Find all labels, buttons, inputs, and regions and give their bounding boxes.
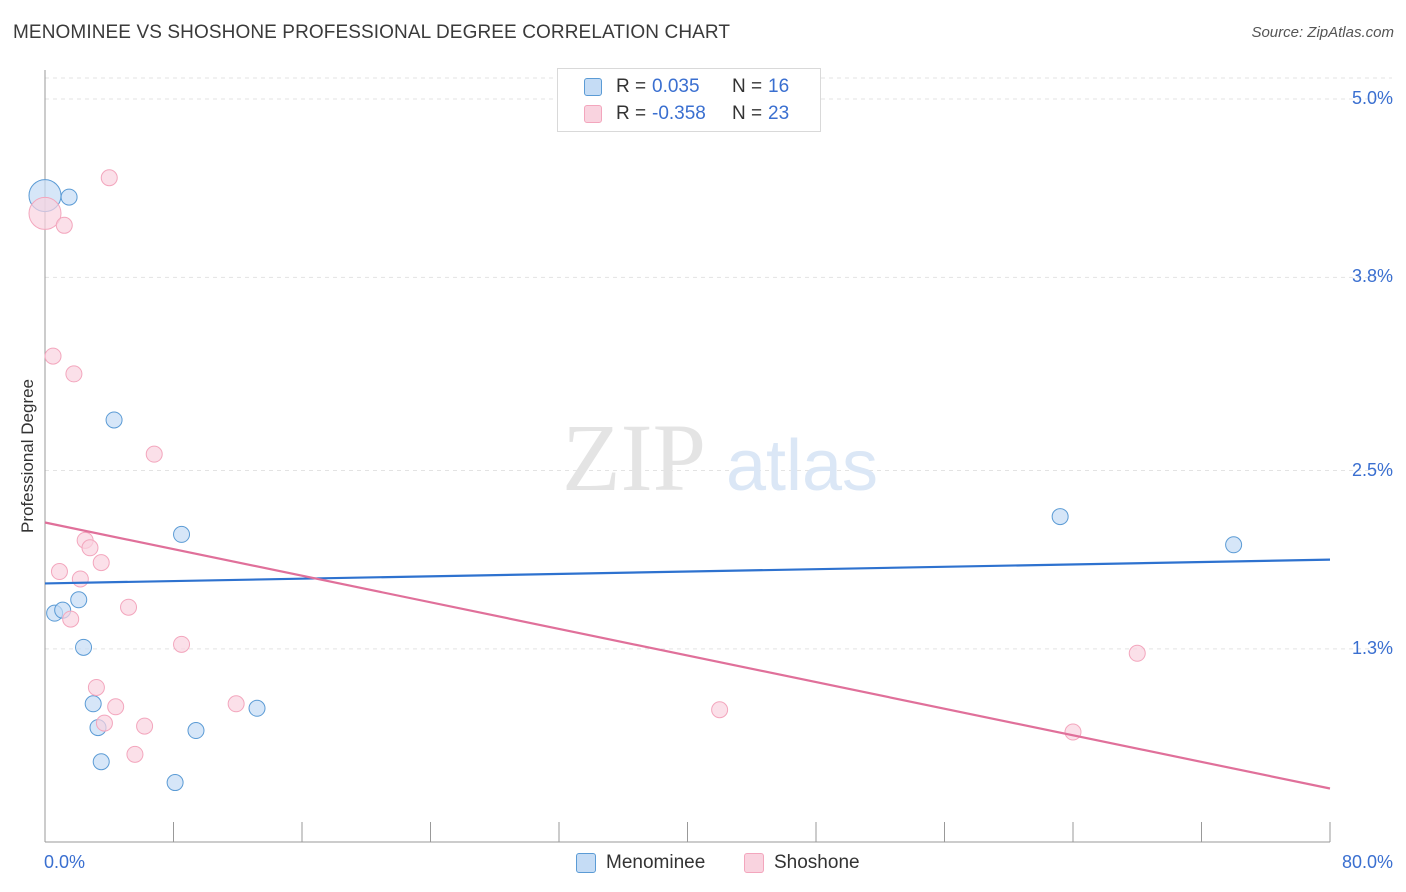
shoshone-n-value: 23 — [768, 103, 790, 124]
data-points — [28, 169, 1243, 792]
menominee-point — [84, 695, 102, 713]
menominee-point — [70, 591, 88, 609]
chart-source: Source: ZipAtlas.com — [1251, 24, 1394, 41]
shoshone-point — [136, 717, 154, 735]
shoshone-point — [95, 714, 113, 732]
shoshone-point — [100, 169, 118, 187]
correlation-legend: R = 0.035 N = 16 R = -0.358 N = 23 — [557, 68, 821, 132]
chart-title: MENOMINEE VS SHOSHONE PROFESSIONAL DEGRE… — [13, 22, 731, 43]
menominee-point — [1051, 508, 1069, 526]
shoshone-point — [87, 678, 105, 696]
shoshone-point — [55, 216, 73, 234]
shoshone-point — [81, 539, 99, 557]
menominee-point — [166, 774, 184, 792]
bottom-legend-menominee: Menominee — [576, 852, 705, 874]
x-tick-label-max: 80.0% — [1341, 852, 1393, 872]
shoshone-point — [92, 554, 110, 572]
shoshone-point — [71, 570, 89, 588]
menominee-point — [92, 753, 110, 771]
r-label: R = — [616, 76, 647, 97]
shoshone-point — [173, 635, 191, 653]
shoshone-point — [107, 698, 125, 716]
menominee-trend-line — [44, 558, 1331, 585]
shoshone-point — [28, 196, 62, 230]
menominee-legend-label: Menominee — [606, 852, 706, 873]
menominee-point — [60, 188, 78, 206]
shoshone-point — [711, 701, 729, 719]
y-tick-label: 3.8% — [1351, 266, 1393, 287]
menominee-swatch — [584, 78, 602, 96]
menominee-point — [173, 525, 191, 543]
menominee-point — [187, 722, 205, 740]
n-label: N = — [732, 103, 763, 124]
trend-lines — [44, 521, 1331, 790]
shoshone-point — [62, 610, 80, 628]
shoshone-point — [1064, 723, 1082, 741]
shoshone-point — [126, 745, 144, 763]
shoshone-point — [44, 347, 62, 365]
shoshone-point — [65, 365, 83, 383]
menominee-n-value: 16 — [768, 76, 790, 97]
menominee-legend-swatch — [576, 853, 596, 873]
n-label: N = — [732, 76, 763, 97]
shoshone-point — [1128, 644, 1146, 662]
x-tick-label-min: 0.0% — [44, 852, 86, 872]
legend-row-menominee: R = 0.035 N = 16 — [558, 73, 789, 101]
shoshone-legend-swatch — [744, 853, 764, 873]
y-tick-label: 1.3% — [1351, 637, 1393, 658]
menominee-point — [75, 638, 93, 656]
shoshone-point — [145, 445, 163, 463]
shoshone-r-value: -0.358 — [652, 103, 706, 124]
bottom-legend-shoshone: Shoshone — [744, 852, 860, 874]
menominee-r-value: 0.035 — [652, 76, 700, 97]
menominee-point — [248, 699, 266, 717]
shoshone-trend-line — [44, 521, 1331, 790]
shoshone-point — [120, 598, 138, 616]
shoshone-point — [50, 563, 68, 581]
menominee-point — [1225, 536, 1243, 554]
watermark-atlas: atlas — [726, 426, 878, 506]
y-tick-label: 2.5% — [1351, 459, 1393, 480]
legend-row-shoshone: R = -0.358 N = 23 — [558, 100, 789, 128]
shoshone-swatch — [584, 105, 602, 123]
menominee-point — [105, 411, 123, 429]
r-label: R = — [616, 103, 647, 124]
shoshone-legend-label: Shoshone — [774, 852, 860, 873]
watermark-zip: ZIP — [562, 404, 706, 511]
shoshone-point — [227, 695, 245, 713]
y-tick-label: 5.0% — [1351, 88, 1393, 108]
